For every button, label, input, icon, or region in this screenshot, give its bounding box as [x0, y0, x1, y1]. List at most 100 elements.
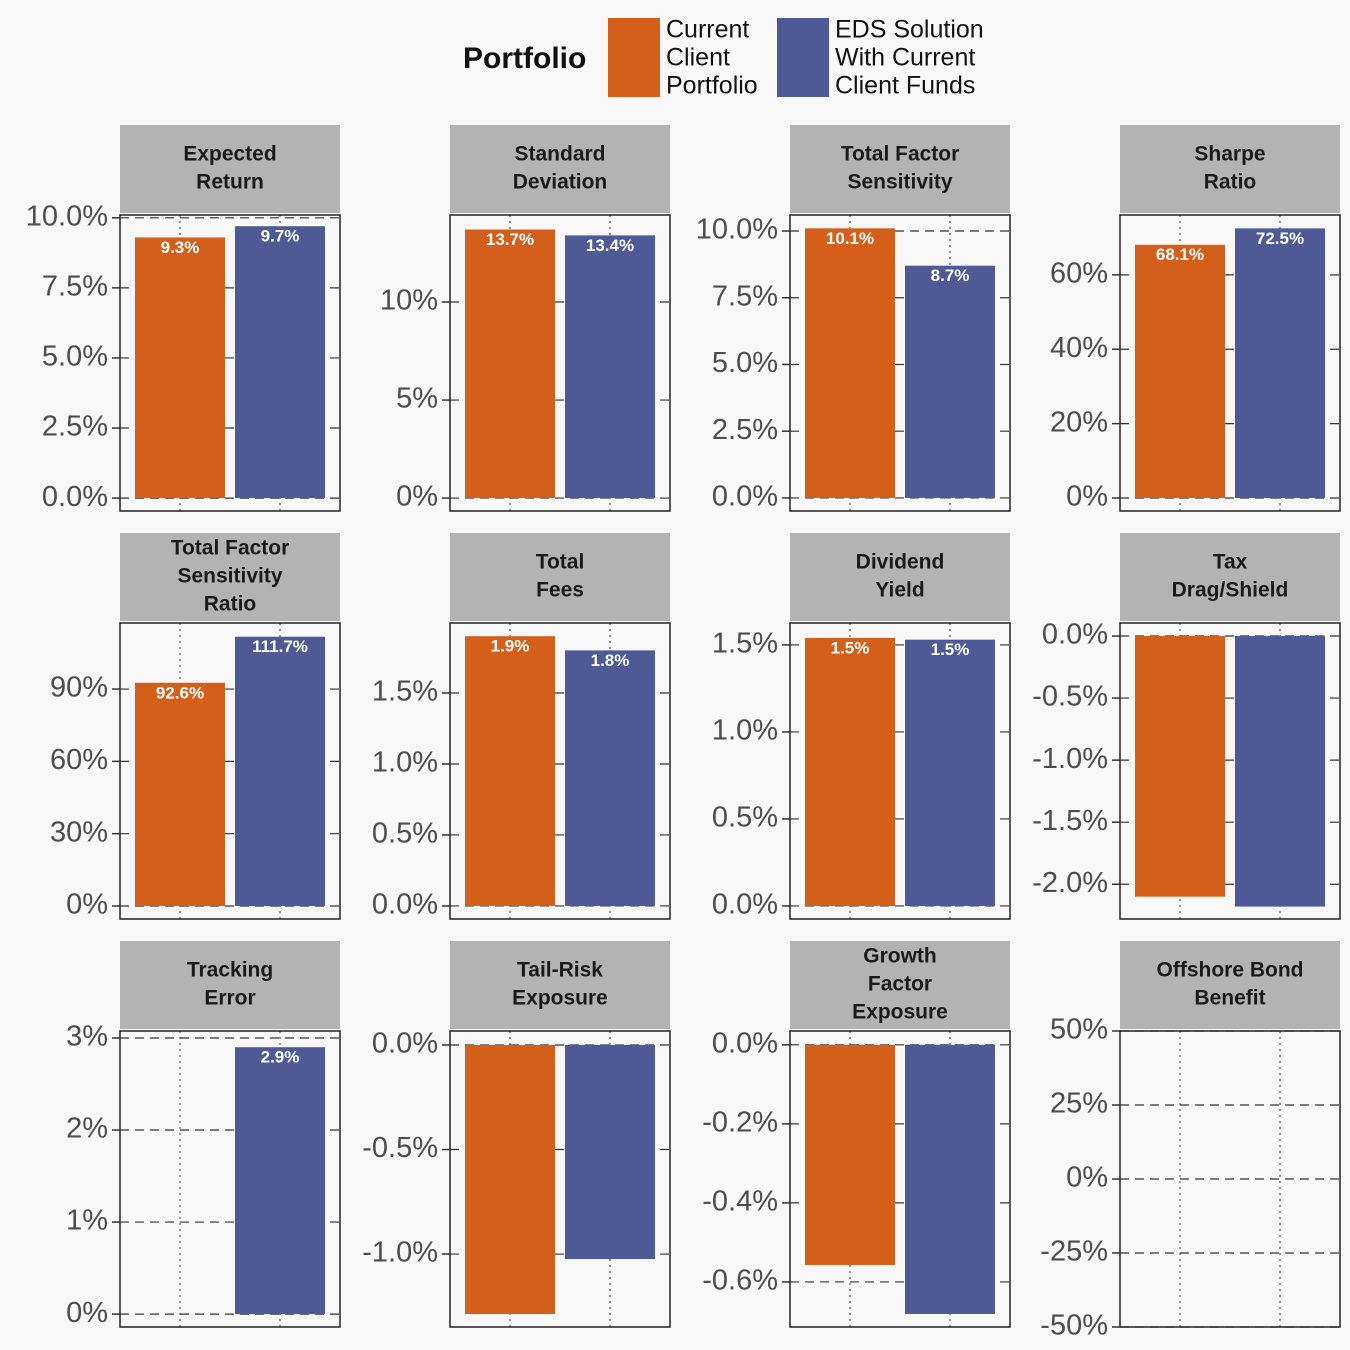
legend-label: Client — [666, 44, 730, 72]
bar — [905, 1044, 995, 1314]
panel-border — [449, 214, 671, 512]
y-tick-label: 20% — [1050, 406, 1108, 438]
bar — [235, 636, 325, 906]
bar — [1135, 244, 1225, 498]
panel-border — [119, 214, 341, 512]
bar — [565, 235, 655, 499]
y-tick-label: 25% — [1050, 1088, 1108, 1120]
legend-label: Current — [666, 16, 749, 44]
y-tick-label: 0.0% — [372, 1028, 438, 1060]
y-tick-label: 5% — [396, 383, 438, 415]
value-label: 10.1% — [826, 229, 874, 248]
y-tick-label: 0% — [396, 481, 438, 513]
facet-title: Offshore Bond — [1157, 959, 1304, 982]
bar — [235, 226, 325, 499]
panel-border — [449, 622, 671, 920]
panel-border — [1119, 622, 1341, 920]
facet-strip — [790, 533, 1010, 621]
y-tick-label: 60% — [1050, 258, 1108, 290]
y-tick-label: 10% — [380, 285, 438, 317]
y-tick-label: -1.0% — [362, 1237, 438, 1269]
y-tick-label: -0.6% — [702, 1265, 778, 1297]
legend-label: With Current — [835, 44, 975, 72]
facet-title: Sensitivity — [177, 565, 282, 588]
bar — [905, 265, 995, 498]
y-tick-label: -0.4% — [702, 1186, 778, 1218]
facet-title: Exposure — [512, 987, 608, 1010]
value-label: 1.5% — [931, 640, 970, 659]
facet-title: Fees — [536, 579, 584, 602]
facet-strip — [790, 941, 1010, 1029]
y-tick-label: 1% — [66, 1205, 108, 1237]
value-label: 1.9% — [491, 637, 530, 656]
y-tick-label: 2.5% — [42, 411, 108, 443]
y-tick-label: -0.5% — [362, 1132, 438, 1164]
legend-title: Portfolio — [463, 42, 586, 75]
facet-title: Deviation — [513, 171, 608, 194]
legend-label: Client Funds — [835, 72, 975, 100]
y-tick-label: 0.0% — [1042, 619, 1108, 651]
facet-title: Total Factor — [171, 537, 290, 560]
value-label: 111.7% — [252, 637, 308, 656]
facet-title: Total — [536, 551, 585, 574]
y-tick-label: -0.2% — [702, 1107, 778, 1139]
y-tick-label: 1.0% — [372, 747, 438, 779]
legend-label: Portfolio — [666, 72, 758, 100]
value-label: 68.1% — [1156, 245, 1204, 264]
bar — [1235, 636, 1325, 907]
bar — [465, 1045, 555, 1315]
facet-title: Exposure — [852, 1001, 948, 1024]
y-tick-label: 0% — [66, 1297, 108, 1329]
facet-strip — [120, 533, 340, 621]
y-tick-label: -2.0% — [1032, 867, 1108, 899]
facet-title: Factor — [868, 973, 932, 996]
y-tick-label: 10.0% — [696, 214, 778, 246]
y-tick-label: 1.5% — [372, 676, 438, 708]
value-label: 1.5% — [831, 638, 870, 657]
facet-title: Benefit — [1194, 987, 1265, 1010]
bar — [1235, 228, 1325, 498]
bar — [135, 682, 225, 906]
y-tick-label: 1.0% — [712, 715, 778, 747]
bar — [805, 1044, 895, 1265]
bar — [565, 1045, 655, 1260]
y-tick-label: 0% — [1066, 1162, 1108, 1194]
facet-title: Total Factor — [841, 143, 960, 166]
y-tick-label: 0% — [1066, 481, 1108, 513]
facet-title: Ratio — [1204, 171, 1257, 194]
y-tick-label: 5.0% — [42, 341, 108, 373]
facet-strip — [1120, 533, 1340, 621]
bar — [905, 639, 995, 906]
facet-title: Yield — [875, 579, 924, 602]
value-label: 72.5% — [1256, 229, 1304, 248]
legend-label: EDS Solution — [835, 16, 984, 44]
bar — [465, 636, 555, 906]
bar — [805, 228, 895, 498]
panel-border — [789, 1030, 1011, 1328]
y-tick-label: 2.5% — [712, 414, 778, 446]
y-tick-label: 7.5% — [712, 280, 778, 312]
facet-title: Growth — [863, 945, 937, 968]
facet-strip — [120, 941, 340, 1029]
value-label: 13.4% — [586, 236, 634, 255]
panel-border — [119, 622, 341, 920]
bar — [135, 237, 225, 499]
y-tick-label: 0.0% — [712, 481, 778, 513]
facet-strip — [450, 533, 670, 621]
bar — [235, 1047, 325, 1315]
y-tick-label: 0.0% — [42, 481, 108, 513]
panel-border — [1119, 214, 1341, 512]
y-tick-label: -1.0% — [1032, 743, 1108, 775]
y-tick-label: -0.5% — [1032, 681, 1108, 713]
y-tick-label: 0.0% — [372, 889, 438, 921]
facet-title: Drag/Shield — [1172, 579, 1289, 602]
y-tick-label: 3% — [66, 1021, 108, 1053]
y-tick-label: 7.5% — [42, 271, 108, 303]
facet-title: Expected — [183, 143, 276, 166]
facet-strip — [450, 125, 670, 213]
panel-border — [449, 1030, 671, 1328]
value-label: 8.7% — [931, 266, 970, 285]
value-label: 1.8% — [591, 651, 630, 670]
y-tick-label: 0.0% — [712, 1027, 778, 1059]
y-tick-label: 30% — [50, 816, 108, 848]
